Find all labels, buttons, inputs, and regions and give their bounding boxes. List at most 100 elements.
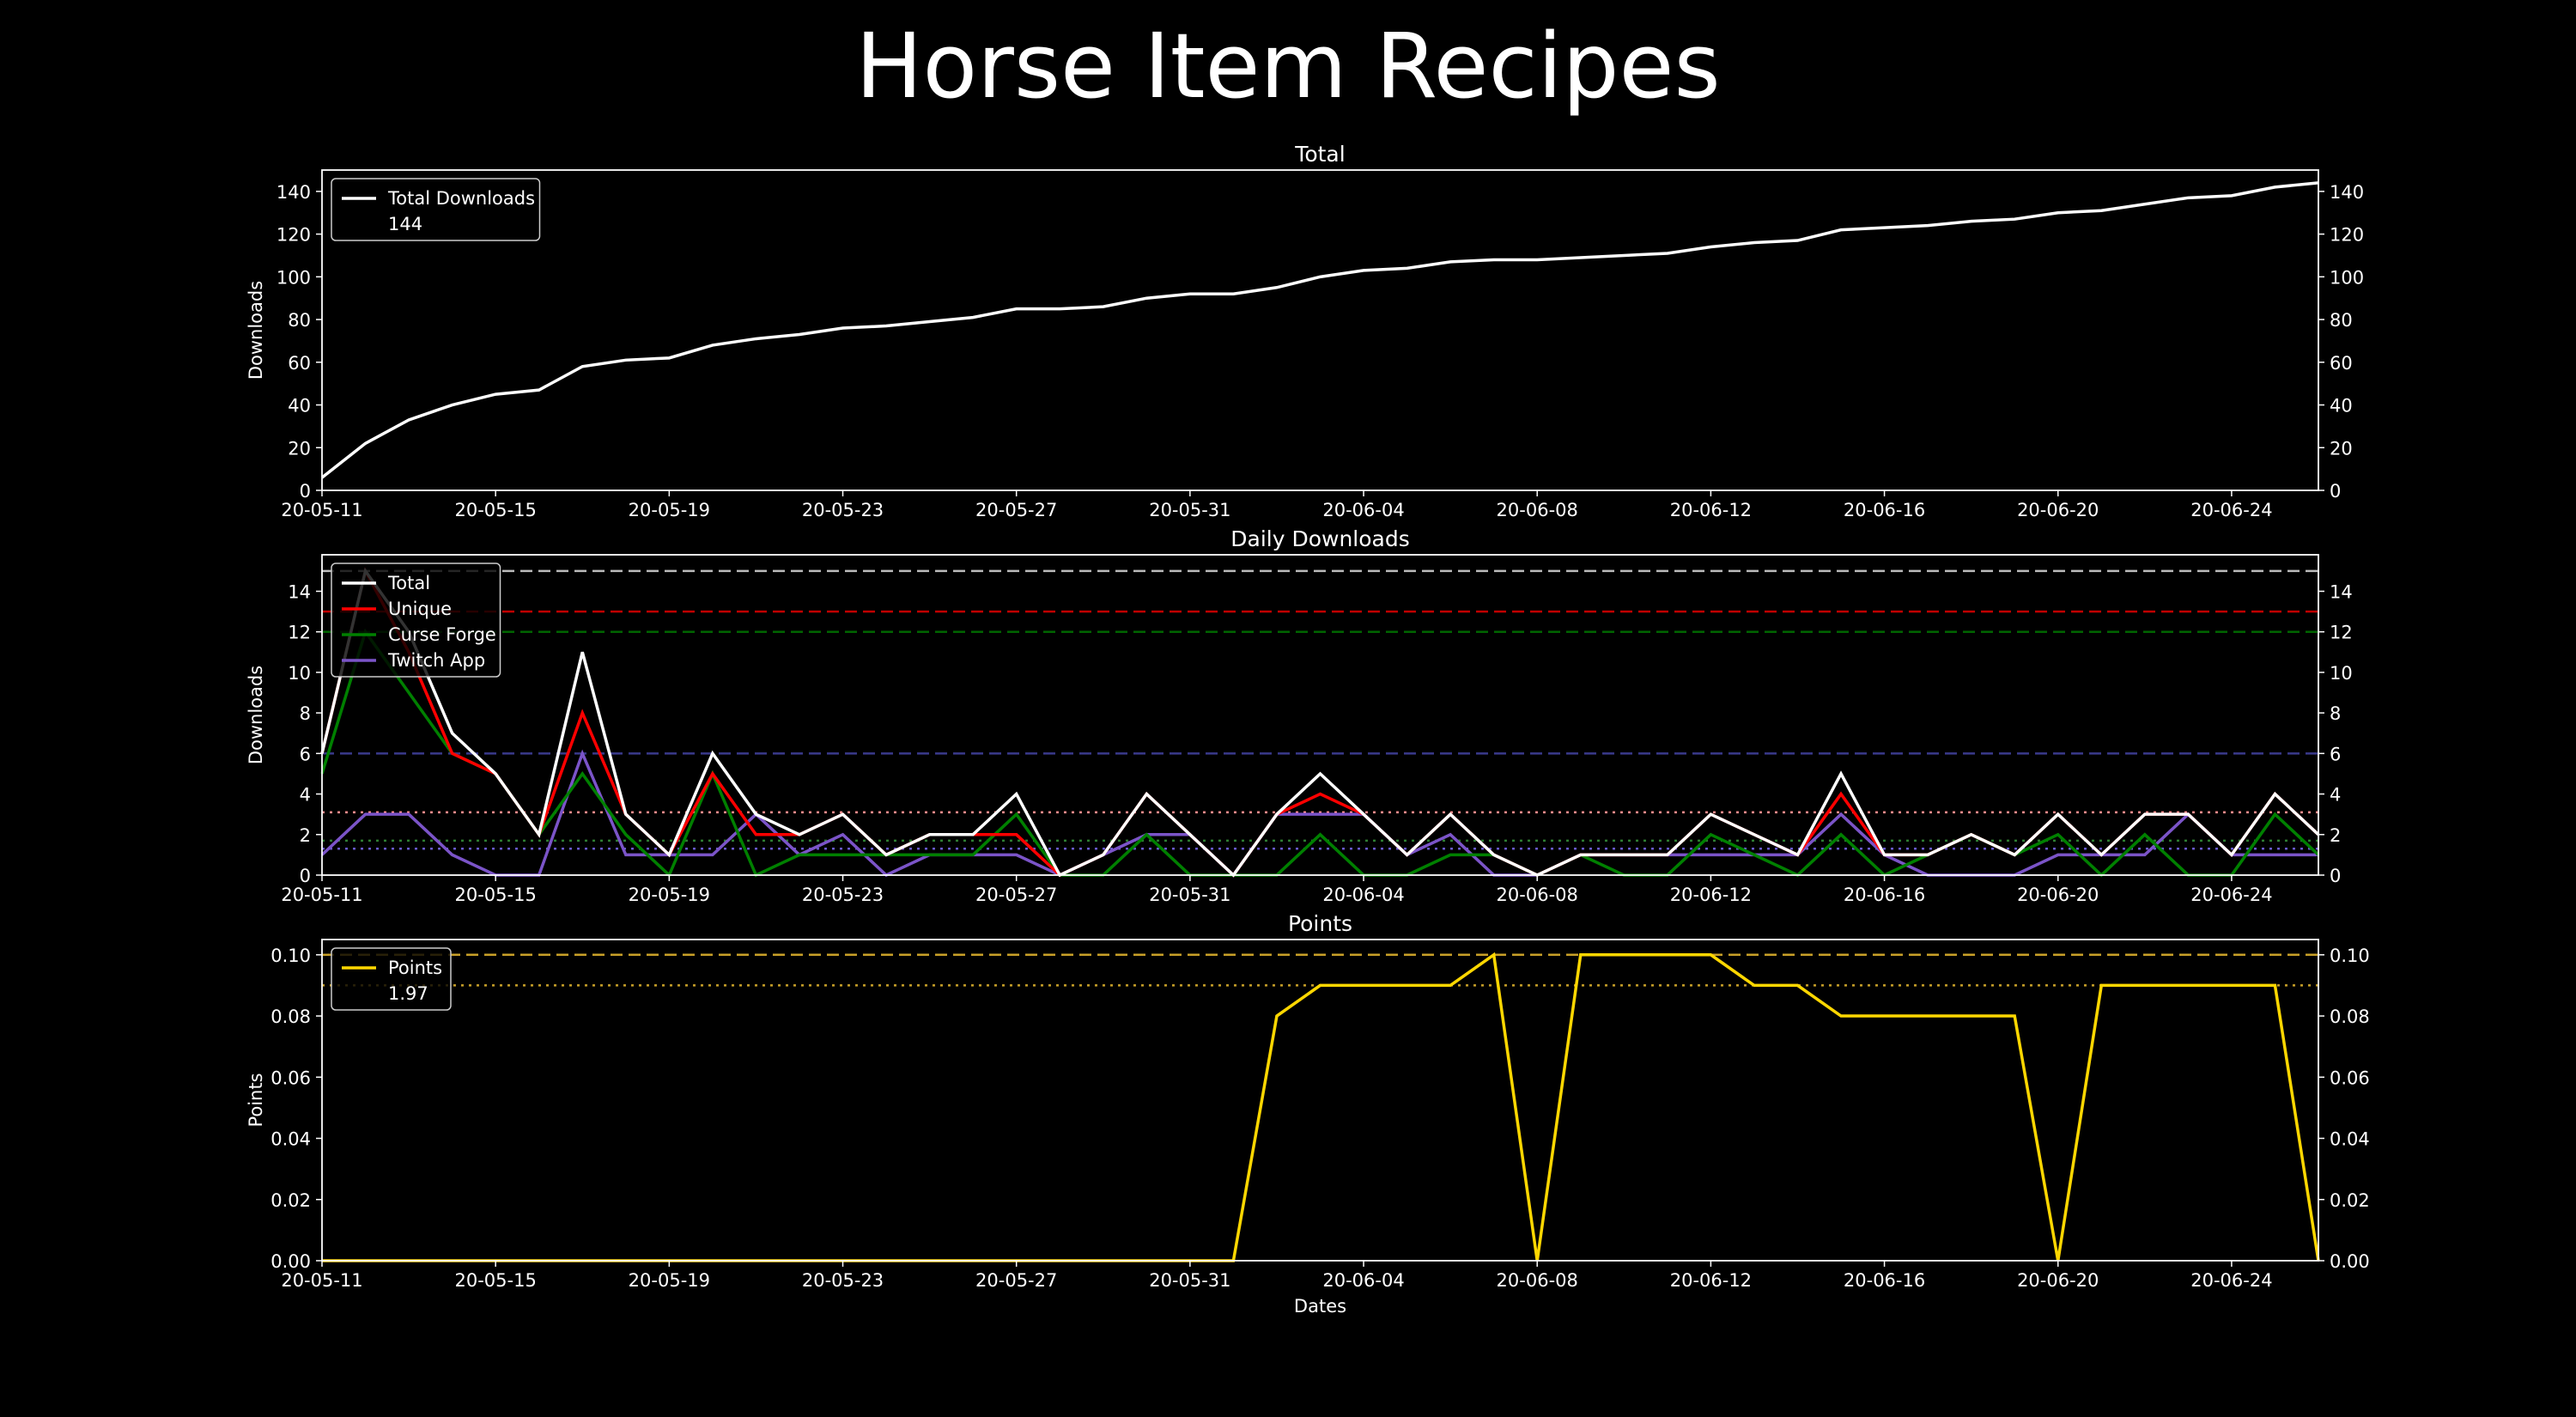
series-line-total-downloads xyxy=(320,181,2319,479)
x-tick-label: 20-05-19 xyxy=(629,500,710,520)
y-tick-label: 14 xyxy=(288,581,311,602)
figure-title: Horse Item Recipes xyxy=(855,14,1721,119)
x-tick-label: 20-06-24 xyxy=(2190,885,2272,905)
y-tick-label-right: 60 xyxy=(2330,353,2353,374)
y-tick-label-right: 100 xyxy=(2330,267,2364,288)
y-tick-label: 100 xyxy=(276,267,311,288)
legend-label: Unique xyxy=(388,599,452,619)
legend-label: Points xyxy=(388,958,442,978)
x-tick-label: 20-05-31 xyxy=(1149,500,1230,520)
panel-title: Daily Downloads xyxy=(1230,526,1410,551)
panel-title: Total xyxy=(1294,142,1345,167)
y-tick-label: 0.00 xyxy=(270,1251,311,1272)
x-tick-label: 20-05-11 xyxy=(281,1270,362,1291)
x-tick-label: 20-05-27 xyxy=(975,1270,1057,1291)
x-tick-label: 20-06-12 xyxy=(1670,885,1752,905)
y-tick-label: 12 xyxy=(288,623,311,643)
legend-value: 144 xyxy=(388,214,422,234)
plot-frame xyxy=(321,939,2319,1262)
y-tick-label-right: 20 xyxy=(2330,438,2353,459)
x-tick-label: 20-06-04 xyxy=(1322,500,1404,520)
x-tick-label: 20-05-23 xyxy=(802,500,884,520)
y-tick-label-right: 120 xyxy=(2330,225,2364,246)
x-tick-label: 20-05-19 xyxy=(629,1270,710,1291)
x-tick-label: 20-05-23 xyxy=(802,885,884,905)
y-tick-label-right: 2 xyxy=(2330,825,2341,846)
x-tick-label: 20-06-12 xyxy=(1670,500,1752,520)
y-tick-label: 140 xyxy=(276,182,311,203)
y-axis-label: Points xyxy=(246,1073,266,1127)
x-tick-label: 20-05-27 xyxy=(975,885,1057,905)
legend-label: Curse Forge xyxy=(388,624,496,645)
legend-box xyxy=(331,178,541,241)
series-line-total xyxy=(320,567,2320,878)
y-tick-label: 0 xyxy=(300,866,311,886)
legend-box xyxy=(331,563,501,678)
legend-box xyxy=(331,947,452,1011)
y-tick-label: 0.04 xyxy=(270,1129,311,1150)
x-tick-label: 20-06-08 xyxy=(1497,500,1578,520)
x-tick-label: 20-05-31 xyxy=(1149,885,1230,905)
y-tick-label: 10 xyxy=(288,663,311,684)
y-tick-label-right: 4 xyxy=(2330,785,2341,806)
x-tick-label: 20-06-04 xyxy=(1322,885,1404,905)
x-tick-label: 20-06-08 xyxy=(1497,1270,1578,1291)
y-tick-label: 80 xyxy=(288,310,311,331)
x-tick-label: 20-06-16 xyxy=(1844,885,1925,905)
x-axis-label: Dates xyxy=(1294,1296,1346,1317)
y-tick-label-right: 10 xyxy=(2330,663,2353,684)
x-tick-label: 20-06-20 xyxy=(2017,500,2099,520)
x-tick-label: 20-05-11 xyxy=(281,500,362,520)
y-tick-label-right: 140 xyxy=(2330,182,2364,203)
chart-panel-3: Points Points 0.00 0.00 0.02 0.02 0.04 0.04 0.06… xyxy=(246,911,2370,1317)
y-tick-label: 4 xyxy=(300,785,311,806)
series-line-points xyxy=(322,952,2320,1262)
x-tick-label: 20-05-15 xyxy=(455,1270,537,1291)
x-tick-label: 20-06-04 xyxy=(1322,1270,1404,1291)
y-tick-label-right: 8 xyxy=(2330,703,2341,724)
x-tick-label: 20-06-16 xyxy=(1844,1270,1925,1291)
y-tick-label-right: 12 xyxy=(2330,623,2353,643)
y-tick-label: 0.06 xyxy=(270,1067,311,1088)
y-tick-label: 8 xyxy=(300,703,311,724)
x-tick-label: 20-05-19 xyxy=(629,885,710,905)
x-tick-label: 20-06-12 xyxy=(1670,1270,1752,1291)
y-tick-label: 40 xyxy=(288,396,311,417)
y-tick-label-right: 6 xyxy=(2330,744,2341,764)
y-tick-label: 2 xyxy=(300,825,311,846)
legend-value: 1.97 xyxy=(388,983,428,1004)
x-tick-label: 20-05-27 xyxy=(975,500,1057,520)
x-tick-label: 20-05-31 xyxy=(1149,1270,1230,1291)
x-tick-label: 20-06-24 xyxy=(2190,1270,2272,1291)
y-tick-label: 0 xyxy=(300,481,311,502)
x-tick-label: 20-05-11 xyxy=(281,885,362,905)
y-tick-label-right: 0.06 xyxy=(2330,1067,2370,1088)
plot-frame xyxy=(321,169,2319,491)
y-tick-label-right: 14 xyxy=(2330,581,2353,602)
y-tick-label-right: 80 xyxy=(2330,310,2353,331)
x-tick-label: 20-06-20 xyxy=(2017,1270,2099,1291)
y-axis-label: Downloads xyxy=(246,666,266,764)
y-tick-label-right: 40 xyxy=(2330,396,2353,417)
x-tick-label: 20-05-15 xyxy=(455,885,537,905)
y-tick-label: 0.02 xyxy=(270,1190,311,1211)
y-tick-label: 60 xyxy=(288,353,311,374)
chart-panel-1: Total Downloads 0 0 20 20 40 40 60 60 80 80 100 100 12… xyxy=(246,142,2364,520)
x-tick-label: 20-06-16 xyxy=(1844,500,1925,520)
panel-title: Points xyxy=(1288,911,1352,936)
plot-frame xyxy=(321,554,2319,876)
y-tick-label-right: 0.08 xyxy=(2330,1006,2370,1027)
y-tick-label-right: 0.10 xyxy=(2330,946,2370,966)
chart-panel-2: Daily Downloads Downloads 0 0 2 2 4 4 6 6 8 8 10 10 12… xyxy=(246,526,2353,905)
legend-label: Twitch App xyxy=(387,650,485,671)
x-tick-label: 20-05-15 xyxy=(455,500,537,520)
y-tick-label-right: 0.02 xyxy=(2330,1190,2370,1211)
legend-label: Total xyxy=(387,573,430,593)
y-tick-label: 6 xyxy=(300,744,311,764)
y-tick-label: 0.10 xyxy=(270,946,311,966)
y-axis-label: Downloads xyxy=(246,281,266,380)
y-tick-label-right: 0.00 xyxy=(2330,1251,2370,1272)
x-tick-label: 20-05-23 xyxy=(802,1270,884,1291)
